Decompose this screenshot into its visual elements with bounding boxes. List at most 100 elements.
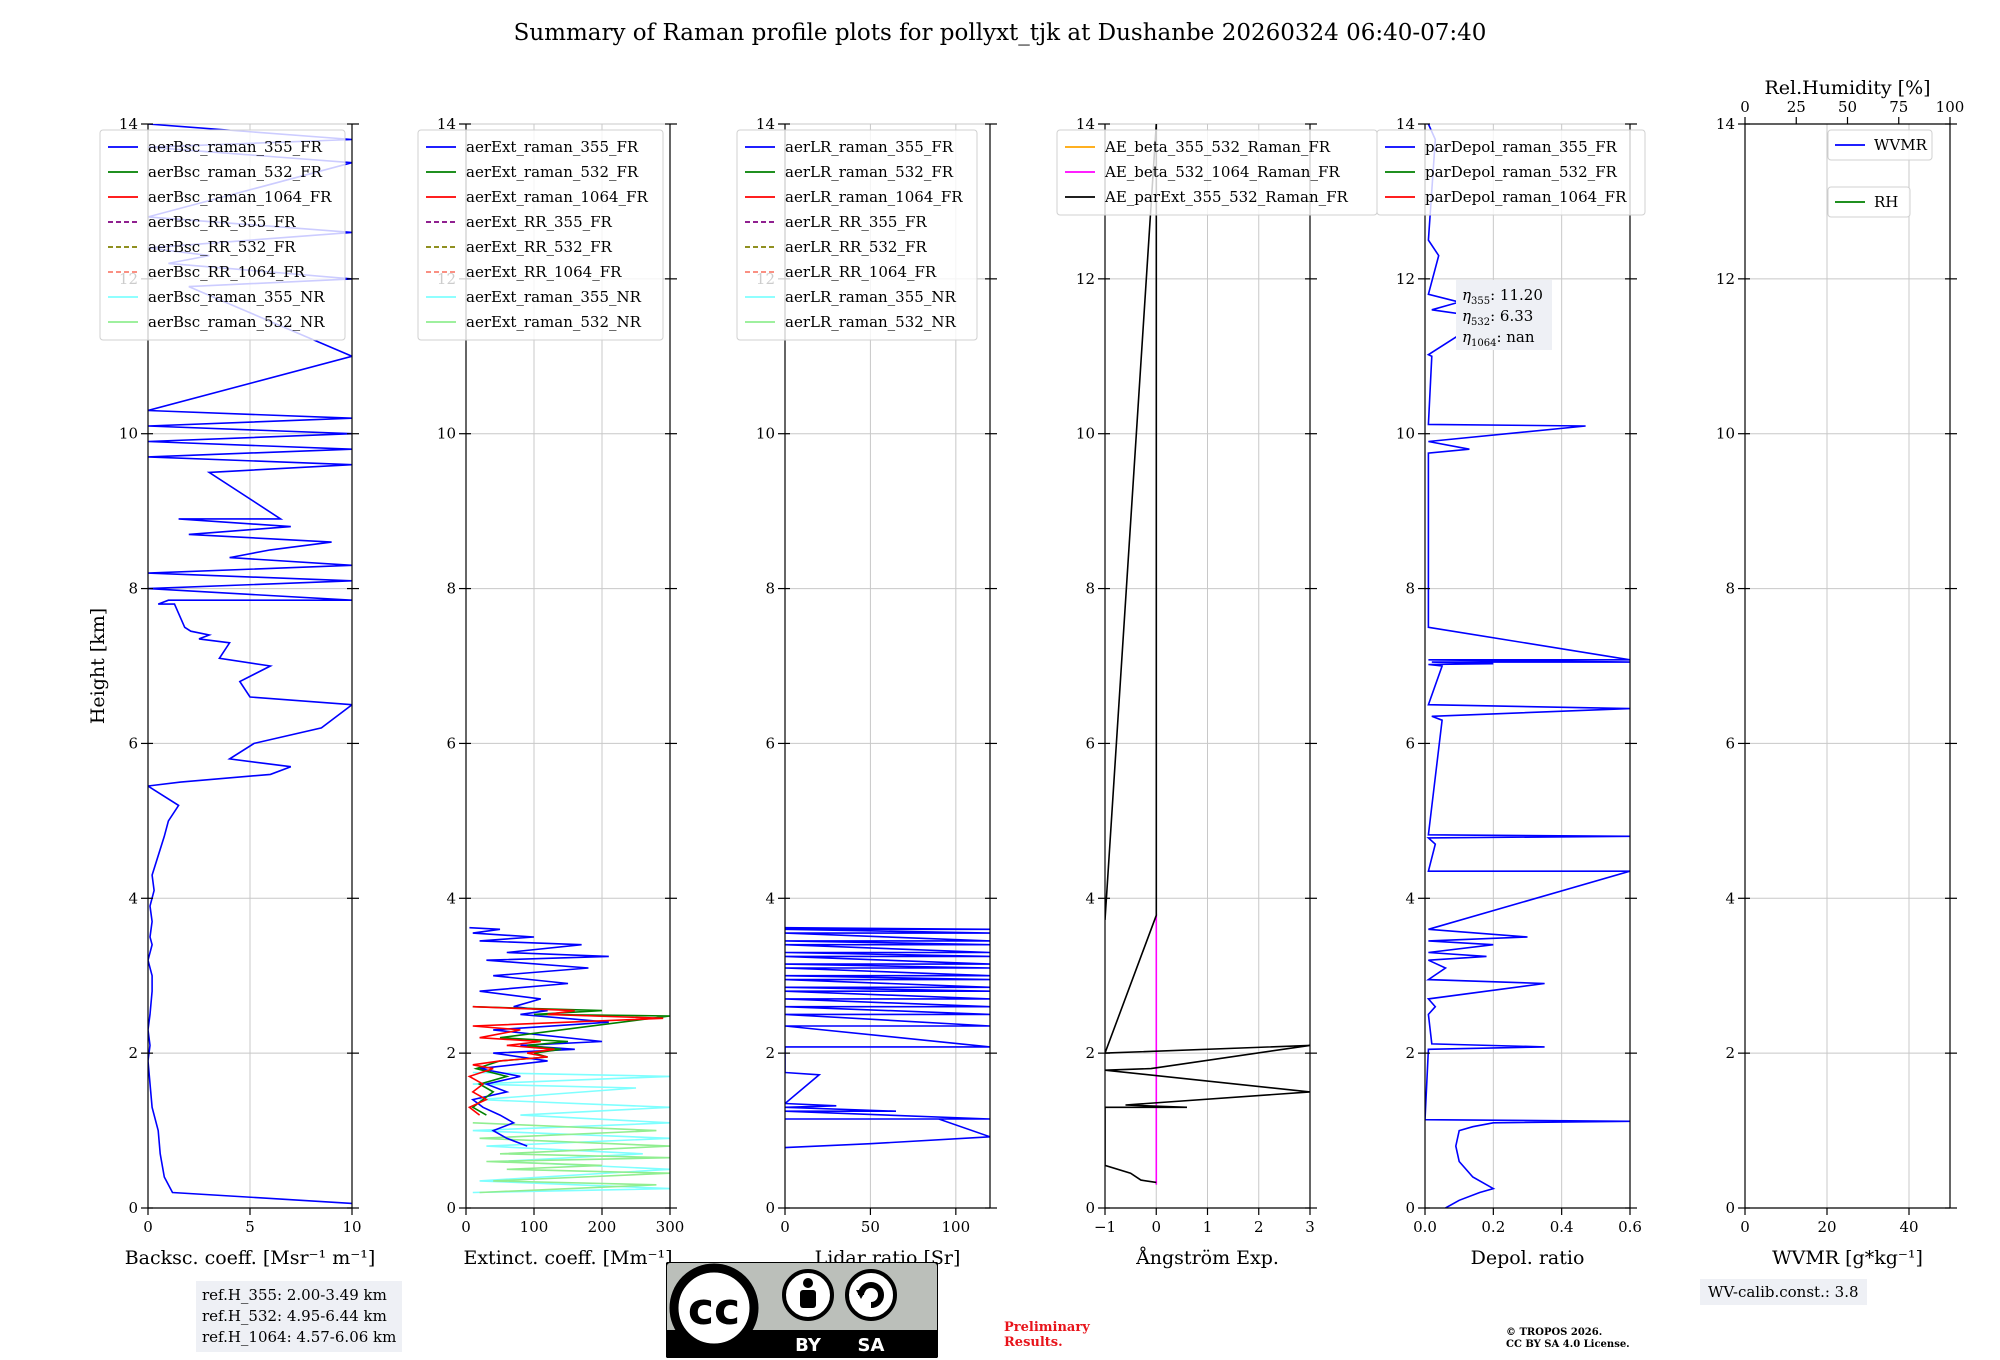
x-tick-label: 0 [1740, 1218, 1750, 1236]
legend-label: aerBsc_RR_355_FR [148, 213, 296, 231]
series-aerLR_raman_355_FR [785, 926, 990, 1149]
y-tick-label: 4 [1725, 889, 1735, 907]
legend-box: AE_beta_355_532_Raman_FR AE_beta_532_1064… [1056, 129, 1378, 216]
legend-label: aerLR_raman_532_FR [785, 163, 954, 181]
y-tick-label: 0 [446, 1199, 456, 1217]
series-aerExt_raman_1064_FR [467, 1005, 664, 1116]
y-tick-label: 10 [1716, 425, 1735, 443]
panel-lidar_ratio: 02468101214050100Lidar ratio [Sr]aerLR_r… [736, 115, 997, 1269]
x-tick-label: 40 [1899, 1218, 1918, 1236]
legend-label: aerLR_RR_532_FR [785, 238, 927, 256]
legend-box: RH [1827, 186, 1911, 218]
copyright-note: © TROPOS 2026. CC BY SA 4.0 License. [1506, 1327, 1630, 1351]
cc-sa-label: SA [858, 1335, 885, 1356]
top-axis-tick-label: 100 [1936, 98, 1965, 116]
reference-height-box: ref.H_355: 2.00-3.49 km ref.H_532: 4.95-… [196, 1281, 403, 1352]
y-tick-label: 4 [765, 889, 775, 907]
y-tick-label: 0 [1405, 1199, 1415, 1217]
panel-backscatter: 024681012140510Backsc. coeff. [Msr⁻¹ m⁻¹… [87, 115, 375, 1269]
series-aerExt_raman_532_FR [471, 1005, 670, 1116]
y-tick-label: 14 [1716, 115, 1735, 133]
legend-label: aerBsc_raman_1064_FR [148, 188, 332, 206]
y-tick-label: 8 [1085, 580, 1095, 598]
y-tick-label: 8 [1725, 580, 1735, 598]
x-tick-label: 2 [1254, 1218, 1264, 1236]
x-tick-label: 3 [1305, 1218, 1315, 1236]
x-tick-label: −1 [1094, 1218, 1116, 1236]
top-axis-label: Rel.Humidity [%] [1764, 77, 1930, 99]
y-tick-label: 0 [765, 1199, 775, 1217]
legend-label: RH [1874, 193, 1898, 211]
y-tick-label: 10 [119, 425, 138, 443]
x-tick-label: 100 [520, 1218, 549, 1236]
y-tick-label: 2 [1725, 1044, 1735, 1062]
x-tick-label: 0 [461, 1218, 471, 1236]
preliminary-line-2: Results. [1004, 1335, 1063, 1350]
legend-label: aerExt_RR_355_FR [466, 213, 613, 231]
top-axis-tick-label: 0 [1740, 98, 1750, 116]
legend-label: aerLR_raman_532_NR [785, 313, 956, 331]
y-tick-label: 14 [437, 115, 456, 133]
y-tick-label: 10 [1076, 425, 1095, 443]
figure-title: Summary of Raman profile plots for polly… [513, 20, 1487, 46]
series-AE_parExt_355_532_Raman_FR [1105, 124, 1310, 1184]
legend-label: AE_beta_355_532_Raman_FR [1104, 138, 1331, 156]
eta-line: η355: 11.20 [1462, 286, 1543, 307]
legend-label: aerExt_raman_355_NR [466, 288, 642, 306]
sa-share-icon [845, 1269, 897, 1321]
x-tick-label: 0.6 [1618, 1218, 1642, 1236]
legend-label: parDepol_raman_355_FR [1425, 138, 1618, 156]
y-tick-label: 4 [446, 889, 456, 907]
legend-label: aerLR_raman_355_FR [785, 138, 954, 156]
y-tick-label: 0 [1725, 1199, 1735, 1217]
y-tick-label: 2 [128, 1044, 138, 1062]
x-tick-label: 0 [143, 1218, 153, 1236]
y-tick-label: 8 [446, 580, 456, 598]
cc-by-sa-logo: cc BY SA [666, 1262, 938, 1358]
y-tick-label: 14 [1076, 115, 1095, 133]
y-tick-label: 12 [1076, 270, 1095, 288]
legend-box: aerBsc_raman_355_FR aerBsc_raman_532_FRae… [99, 129, 346, 341]
legend-label: aerExt_raman_355_FR [466, 138, 639, 156]
legend-label: AE_parExt_355_532_Raman_FR [1104, 188, 1349, 206]
y-tick-label: 4 [128, 889, 138, 907]
panel-extinction: 024681012140100200300Extinct. coeff. [Mm… [417, 115, 684, 1269]
legend-box: WVMR [1827, 129, 1933, 161]
y-tick-label: 0 [1085, 1199, 1095, 1217]
copyright-line-1: © TROPOS 2026. [1506, 1327, 1603, 1338]
legend-label: aerLR_raman_1064_FR [785, 188, 963, 206]
series-aerExt_raman_355_NR [472, 1071, 670, 1194]
series-aerExt_raman_355_FR [469, 926, 609, 1147]
y-tick-label: 4 [1405, 889, 1415, 907]
panel-wvmr: 0 2 4 6 8 10 12 14 0 20 40 WVMR [g*kg⁻¹] 0 25 50 75 100 R… [1716, 77, 1964, 1269]
y-tick-label: 2 [1405, 1044, 1415, 1062]
eta-line: η532: 6.33 [1462, 307, 1533, 328]
x-tick-label: 0.0 [1413, 1218, 1437, 1236]
legend-label: aerBsc_raman_532_NR [148, 313, 325, 331]
y-tick-label: 8 [765, 580, 775, 598]
y-tick-label: 10 [756, 425, 775, 443]
top-axis-tick-label: 75 [1889, 98, 1908, 116]
preliminary-note: Preliminary Results. [1004, 1320, 1090, 1350]
y-tick-label: 12 [1396, 270, 1415, 288]
preliminary-line-1: Preliminary [1004, 1320, 1090, 1335]
legend-label: aerBsc_RR_1064_FR [148, 263, 306, 281]
legend-label: aerBsc_raman_355_NR [148, 288, 325, 306]
y-tick-label: 10 [437, 425, 456, 443]
copyright-line-2: CC BY SA 4.0 License. [1506, 1339, 1630, 1350]
x-tick-label: 5 [245, 1218, 255, 1236]
top-axis-tick-label: 25 [1787, 98, 1806, 116]
wv-calibration-box: WV-calib.const.: 3.8 [1700, 1279, 1867, 1305]
x-tick-label: 20 [1817, 1218, 1836, 1236]
series-aerBsc_raman_355_FR [148, 124, 352, 1205]
legend-box: aerExt_raman_355_FR aerExt_raman_532_FRae… [417, 129, 664, 341]
x-tick-label: 0.2 [1481, 1218, 1505, 1236]
y-axis-label: Height [km] [87, 608, 109, 724]
x-tick-label: 50 [861, 1218, 880, 1236]
eta-line: η1064: nan [1462, 328, 1535, 349]
x-axis-label: WVMR [g*kg⁻¹] [1772, 1247, 1923, 1269]
legend-label: aerLR_RR_1064_FR [785, 263, 937, 281]
y-tick-label: 8 [1405, 580, 1415, 598]
